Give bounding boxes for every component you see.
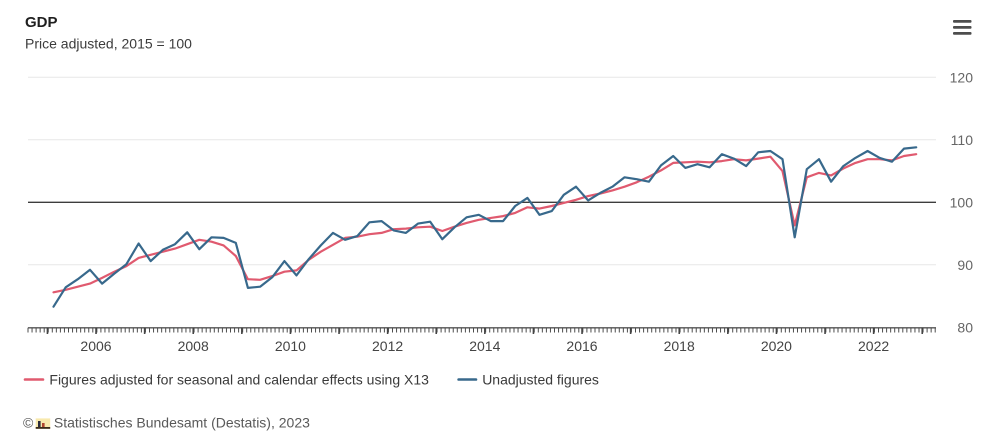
svg-text:2022: 2022 <box>858 338 889 354</box>
svg-text:2016: 2016 <box>566 338 597 354</box>
svg-text:120: 120 <box>950 69 974 85</box>
svg-text:110: 110 <box>951 132 974 148</box>
svg-text:2018: 2018 <box>664 338 695 354</box>
svg-text:2010: 2010 <box>275 338 306 354</box>
svg-text:2020: 2020 <box>761 338 792 354</box>
svg-text:Figures adjusted for seasonal: Figures adjusted for seasonal and calend… <box>49 372 429 388</box>
svg-text:2014: 2014 <box>469 338 500 354</box>
svg-text:90: 90 <box>957 257 973 273</box>
svg-text:Unadjusted figures: Unadjusted figures <box>482 372 599 388</box>
svg-text:2012: 2012 <box>372 338 403 354</box>
svg-text:100: 100 <box>950 194 974 210</box>
svg-text:©: © <box>23 415 34 431</box>
svg-text:Price adjusted, 2015 = 100: Price adjusted, 2015 = 100 <box>25 36 192 52</box>
svg-text:80: 80 <box>957 319 973 335</box>
svg-text:2006: 2006 <box>80 338 111 354</box>
svg-text:Statistisches Bundesamt (Desta: Statistisches Bundesamt (Destatis), 2023 <box>54 415 310 431</box>
svg-text:GDP: GDP <box>25 14 58 31</box>
svg-text:2008: 2008 <box>178 338 209 354</box>
